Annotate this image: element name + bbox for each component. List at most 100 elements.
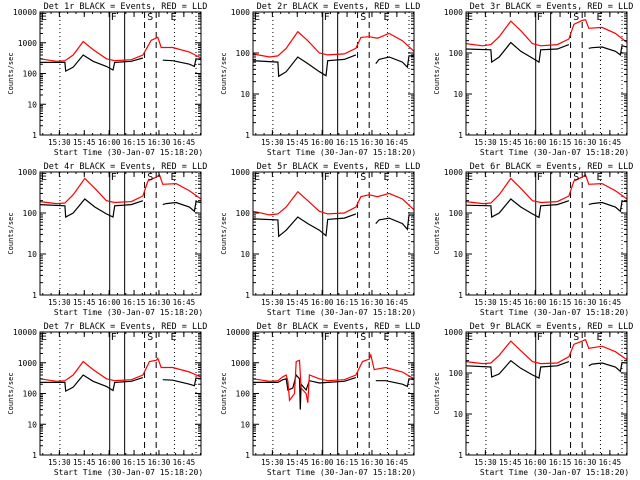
y-tick-label: 10000 xyxy=(13,328,37,337)
x-tick-label: 16:30 xyxy=(148,458,171,467)
series-line-events xyxy=(465,198,570,219)
interval-marker-label: F xyxy=(537,172,543,183)
interval-marker-label: F xyxy=(324,12,330,23)
interval-marker-label: F xyxy=(324,172,330,183)
y-tick-label: 1 xyxy=(32,131,37,140)
detector-panel-6: 1 10 100 1000 15:30 15:45 16:00 16:15 16:30 16:45… xyxy=(426,160,639,320)
plot-frame xyxy=(252,11,415,136)
interval-marker-label: F xyxy=(537,332,543,343)
x-axis-label: Start Time (30-Jan-07 15:18:20) xyxy=(54,468,203,477)
series-line-lld xyxy=(252,190,415,216)
plot-svg: 1 10 100 1000 15:30 15:45 16:00 16:15 16:30 16:45… xyxy=(7,162,207,317)
interval-marker-label: F xyxy=(111,332,117,343)
plot-svg: 1 10 100 1000 15:30 15:45 16:00 16:15 16:30 16:45… xyxy=(220,162,420,317)
interval-marker-label: E xyxy=(254,172,260,183)
x-tick-label: 16:45 xyxy=(386,458,409,467)
y-axis-label: Counts/sec xyxy=(220,372,228,414)
series-line-events xyxy=(40,54,144,73)
detector-panel-7: 1 10 100 1000 10000 15:30 15:45 16:00 16:15 16:30… xyxy=(0,320,213,480)
series-line-events xyxy=(252,213,357,238)
x-tick-label: 15:30 xyxy=(474,138,497,147)
series-line-lld xyxy=(465,18,628,47)
series-line-events xyxy=(465,359,570,379)
plot-svg: 1 10 100 1000 15:30 15:45 16:00 16:15 16:30 16:45… xyxy=(433,322,633,477)
y-axis-label: Counts/sec xyxy=(433,52,441,94)
interval-marker-label: S xyxy=(147,332,153,343)
y-axis-label: Counts/sec xyxy=(7,372,15,414)
y-tick-label: 1000 xyxy=(444,8,463,17)
x-tick-label: 15:30 xyxy=(474,458,497,467)
interval-marker-label: E xyxy=(467,12,473,23)
x-axis-label: Start Time (30-Jan-07 15:18:20) xyxy=(480,148,629,157)
y-tick-label: 1000 xyxy=(444,328,463,337)
x-tick-label: 15:30 xyxy=(474,298,497,307)
interval-marker-label: S xyxy=(573,12,579,23)
x-tick-label: 16:45 xyxy=(599,458,622,467)
y-tick-label: 10000 xyxy=(13,8,37,17)
x-tick-label: 16:45 xyxy=(173,458,196,467)
plot-svg: 1 10 100 1000 15:30 15:45 16:00 16:15 16:30 16:45… xyxy=(433,162,633,317)
y-tick-label: 100 xyxy=(449,209,464,218)
series-line-events xyxy=(375,378,415,388)
series-line-events xyxy=(162,377,202,387)
interval-marker-label: E xyxy=(383,332,389,343)
series-line-lld xyxy=(252,352,415,403)
series-line-events xyxy=(588,45,628,56)
x-tick-label: 15:30 xyxy=(261,138,284,147)
interval-marker-label: F xyxy=(537,12,543,23)
series-line-lld xyxy=(39,36,202,62)
x-axis-label: Start Time (30-Jan-07 15:18:20) xyxy=(54,148,203,157)
detector-panel-1: 1 10 100 1000 10000 15:30 15:45 16:00 16:15 16:30… xyxy=(0,0,213,160)
x-tick-label: 15:45 xyxy=(73,298,96,307)
interval-marker-label: F xyxy=(111,12,117,23)
plot-title: Det 8r BLACK = Events, RED = LLD xyxy=(257,322,421,332)
interval-marker-label: E xyxy=(170,332,176,343)
plot-svg: 1 10 100 1000 10000 15:30 15:45 16:00 16:15 16:30… xyxy=(7,322,207,477)
detector-panel-3: 1 10 100 1000 15:30 15:45 16:00 16:15 16:30 16:45… xyxy=(426,0,639,160)
interval-marker-label: S xyxy=(360,12,366,23)
x-tick-label: 15:45 xyxy=(499,458,522,467)
y-tick-label: 100 xyxy=(23,390,38,399)
plot-svg: 1 10 100 1000 15:30 15:45 16:00 16:15 16:30 16:45… xyxy=(433,2,633,157)
interval-marker-label: E xyxy=(41,172,47,183)
x-tick-label: 15:45 xyxy=(73,458,96,467)
y-tick-label: 100 xyxy=(449,49,464,58)
interval-marker-label: S xyxy=(360,172,366,183)
x-tick-label: 16:15 xyxy=(549,138,572,147)
x-tick-label: 16:00 xyxy=(311,298,334,307)
x-tick-label: 16:45 xyxy=(386,138,409,147)
y-axis-label: Counts/sec xyxy=(220,52,228,94)
y-tick-label: 10 xyxy=(27,100,37,109)
plot-frame xyxy=(465,11,628,136)
x-tick-label: 16:15 xyxy=(123,458,146,467)
x-tick-label: 16:15 xyxy=(123,298,146,307)
plot-frame xyxy=(252,171,415,296)
x-tick-label: 16:00 xyxy=(311,458,334,467)
x-tick-label: 16:00 xyxy=(524,458,547,467)
plot-frame xyxy=(39,171,202,296)
y-tick-label: 1 xyxy=(458,291,463,300)
x-tick-label: 16:15 xyxy=(336,458,359,467)
y-tick-label: 1000 xyxy=(18,168,37,177)
x-axis-label: Start Time (30-Jan-07 15:18:20) xyxy=(267,148,416,157)
series-line-events xyxy=(162,58,202,68)
series-line-events xyxy=(588,361,628,373)
plot-title: Det 1r BLACK = Events, RED = LLD xyxy=(44,2,208,12)
x-tick-label: 16:00 xyxy=(524,298,547,307)
interval-marker-label: S xyxy=(147,12,153,23)
x-axis-label: Start Time (30-Jan-07 15:18:20) xyxy=(480,468,629,477)
x-tick-label: 16:15 xyxy=(549,458,572,467)
plot-title: Det 2r BLACK = Events, RED = LLD xyxy=(257,2,421,12)
y-tick-label: 1 xyxy=(458,131,463,140)
x-tick-label: 16:00 xyxy=(524,138,547,147)
x-tick-label: 16:00 xyxy=(311,138,334,147)
series-line-events xyxy=(375,55,414,69)
y-tick-label: 1 xyxy=(245,291,250,300)
x-tick-label: 16:45 xyxy=(173,298,196,307)
x-tick-label: 16:45 xyxy=(599,138,622,147)
y-tick-label: 10 xyxy=(240,420,250,429)
series-line-events xyxy=(252,54,357,78)
series-line-lld xyxy=(39,357,202,382)
y-tick-label: 1 xyxy=(458,451,463,460)
